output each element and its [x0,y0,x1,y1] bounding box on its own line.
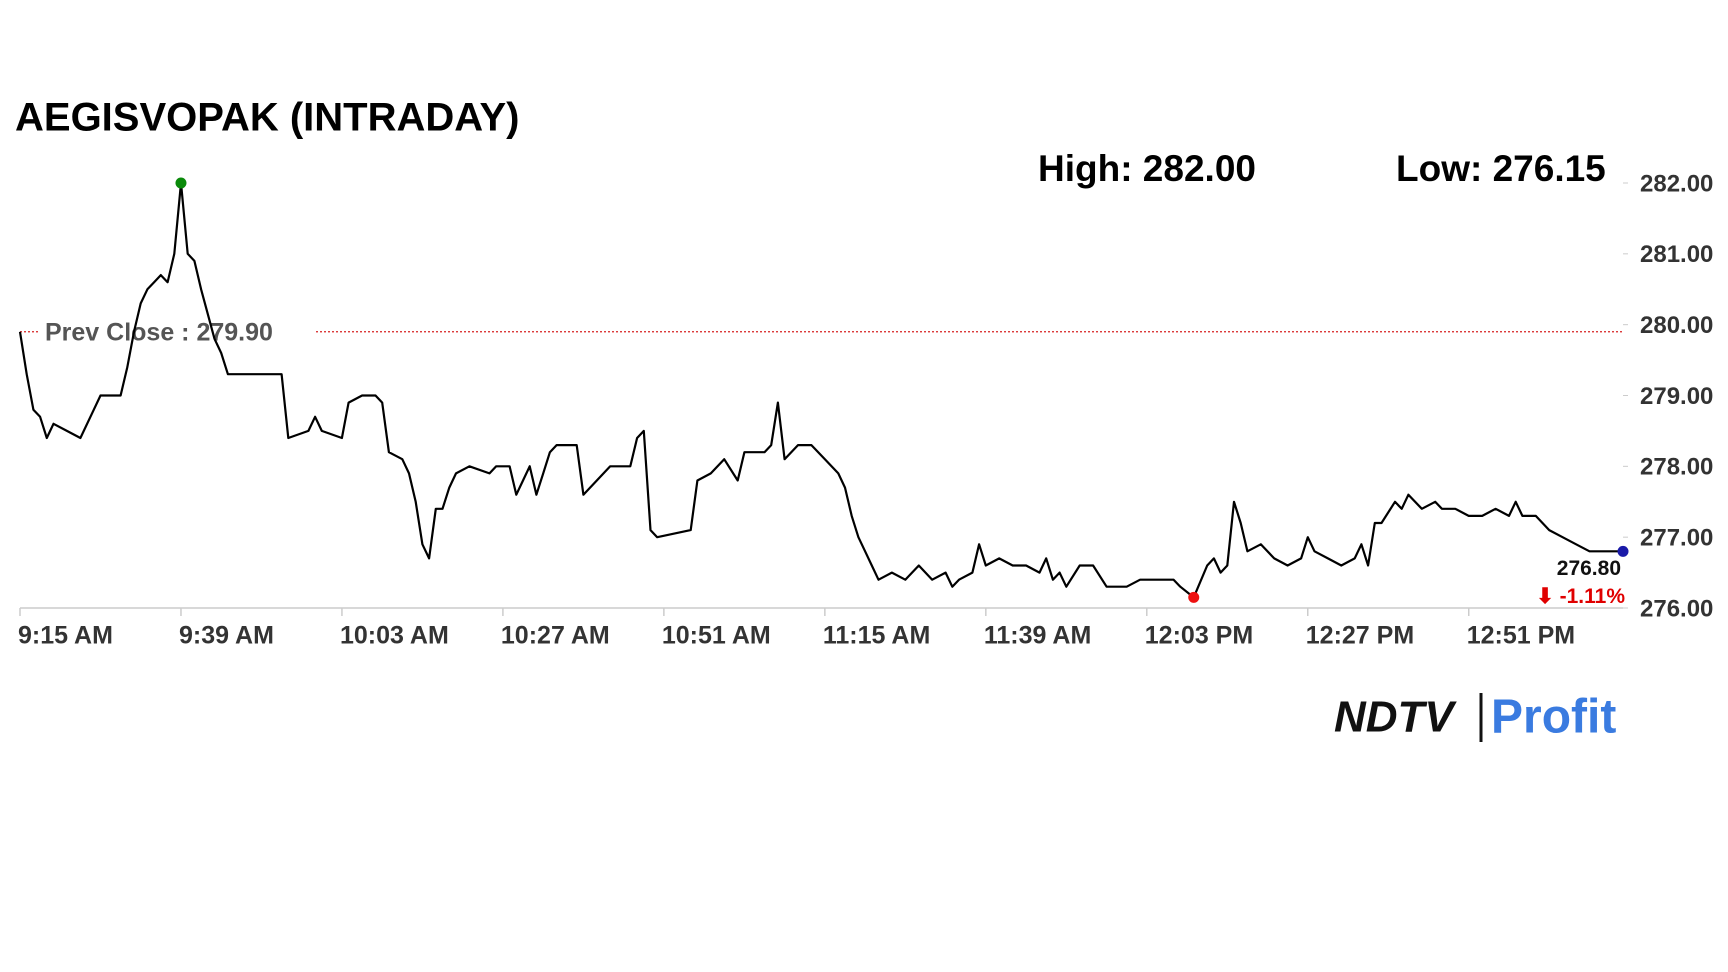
prev-close-label: Prev Close : 279.90 [45,318,273,346]
prev-close-bg [38,313,316,350]
price-line [18,181,1623,599]
change-label: ⬇ -1.11% [1536,585,1625,608]
high-label: High: 282.00 [1038,148,1256,189]
x-tick-label: 12:03 PM [1145,622,1253,650]
high-marker [175,177,187,189]
low-marker [1188,591,1200,603]
x-tick-label: 11:15 AM [823,622,930,650]
x-tick-label: 10:03 AM [340,622,449,650]
x-tick-label: 12:27 PM [1306,622,1414,650]
y-tick-label: 279.00 [1640,383,1713,410]
low-label: Low: 276.15 [1396,148,1606,189]
logo-ndtv: NDTV [1334,693,1457,742]
x-tick-label: 11:39 AM [984,622,1091,650]
x-tick-label: 12:51 PM [1467,622,1575,650]
x-tick-label: 10:51 AM [662,622,771,650]
x-tick-label: 9:15 AM [18,622,113,650]
x-tick-label: 9:39 AM [179,622,274,650]
y-tick-label: 281.00 [1640,241,1713,268]
y-tick-label: 277.00 [1640,525,1713,552]
y-tick-label: 278.00 [1640,454,1713,481]
chart-title: AEGISVOPAK (INTRADAY) [15,96,520,140]
last-price-label: 276.80 [1557,557,1621,580]
x-tick-label: 10:27 AM [501,622,610,650]
logo-profit: Profit [1491,691,1616,744]
y-tick-label: 280.00 [1640,312,1713,339]
y-tick-label: 276.00 [1640,595,1713,622]
y-tick-label: 282.00 [1640,170,1713,197]
last-marker [1617,545,1629,557]
